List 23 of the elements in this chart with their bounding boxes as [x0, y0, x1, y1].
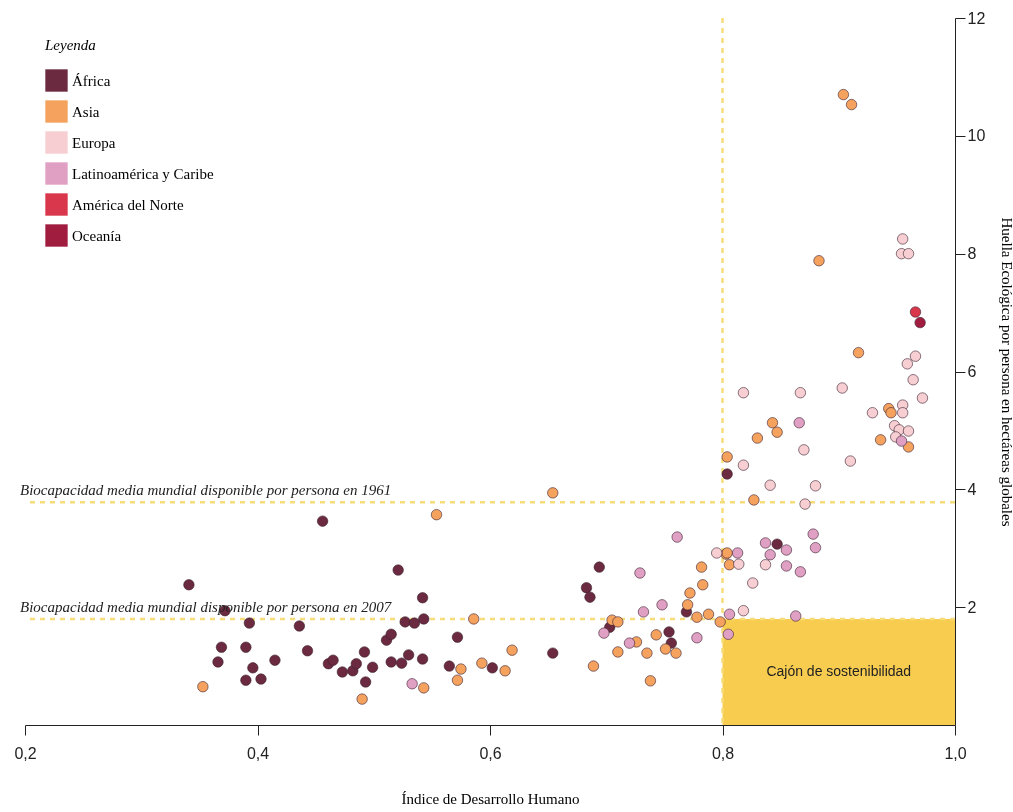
x-tick-label: 0,4	[246, 744, 270, 762]
legend-title: Leyenda	[44, 37, 96, 53]
band-label: Cajón de sostenibilidad	[766, 662, 912, 679]
legend-label: América del Norte	[72, 196, 184, 213]
x-tick-label: 1,0	[944, 744, 967, 762]
y-tick-label: 4	[967, 480, 977, 498]
legend-label: Oceanía	[72, 227, 122, 244]
y-tick-label: 8	[967, 245, 977, 263]
y-tick-label: 6	[967, 363, 977, 380]
legend-label: Latinoamérica y Caribe	[72, 165, 214, 182]
legend-label: Asia	[72, 103, 100, 120]
ref-line-label: Biocapacidad media mundial disponible por persona en 1961	[20, 482, 392, 499]
ref-line-label: Biocapacidad media mundial disponible por persona en 2007	[20, 598, 393, 615]
x-axis-title: Índice de Desarrollo Humano	[401, 790, 580, 807]
legend-label: África	[72, 72, 111, 89]
y-tick-label: 10	[967, 127, 986, 145]
y-tick-label: 12	[967, 9, 986, 27]
y-axis-title: Huella Ecológica por persona en hectáreas globales	[999, 217, 1013, 527]
x-tick-label: 0,8	[711, 744, 735, 762]
y-tick-label: 2	[967, 598, 977, 616]
x-tick-label: 0,2	[14, 744, 37, 762]
x-tick-label: 0,6	[479, 744, 502, 762]
legend-label: Europa	[72, 134, 116, 151]
